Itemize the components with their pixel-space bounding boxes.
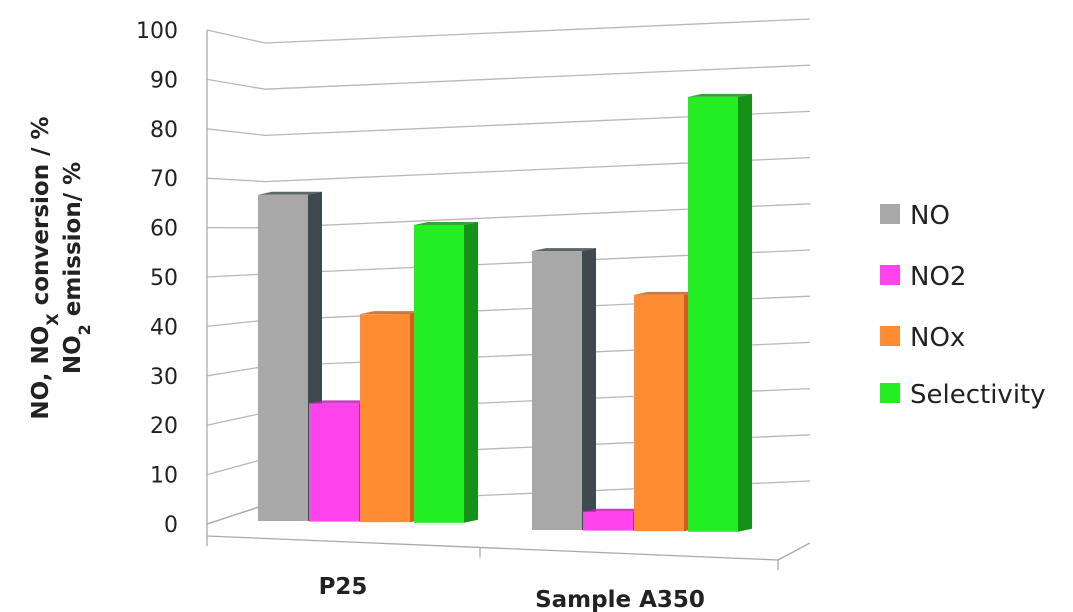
- y-tick-label: 50: [150, 266, 178, 291]
- legend-swatch: [880, 326, 900, 346]
- bar-top: [360, 311, 424, 315]
- category-label: Sample A350: [535, 587, 705, 612]
- y-tick-labels: 0 10 20 30 40 50 60 70 80 90 100: [136, 19, 178, 538]
- legend-label: NO2: [910, 262, 966, 292]
- bar-selectivity: [688, 96, 738, 532]
- legend-label: NO: [910, 201, 950, 231]
- bar-top: [634, 291, 698, 295]
- bar-top: [258, 191, 322, 195]
- bar-no2: [583, 511, 633, 531]
- y-axis-label: NO, NOX conversion / %NO2 emission/ %: [28, 116, 94, 419]
- y-tick-label: 100: [136, 19, 178, 44]
- legend-label: Selectivity: [910, 380, 1046, 410]
- y-tick-label: 30: [150, 365, 178, 390]
- bar-top: [309, 400, 373, 404]
- y-tick-label: 80: [150, 118, 178, 143]
- y-tick-label: 90: [150, 68, 178, 93]
- legend-swatch: [880, 265, 900, 285]
- y-tick-label: 0: [164, 513, 178, 538]
- floor-edge-left: [206, 504, 266, 536]
- gridline: [206, 64, 811, 90]
- bar-no: [258, 194, 308, 521]
- gridline: [206, 110, 811, 137]
- legend-label: NOx: [910, 323, 965, 353]
- bar-nox: [360, 314, 410, 523]
- bar-top: [532, 248, 596, 252]
- bar-no: [532, 251, 582, 530]
- x-axis-line: [206, 535, 779, 561]
- legend: NO NO2 NOx Selectivity: [880, 201, 1046, 410]
- y-axis-label-line: NO, NOX conversion / %: [28, 116, 62, 419]
- legend-swatch: [880, 204, 900, 224]
- y-axis-label-line: NO2 emission/ %: [60, 162, 94, 374]
- bar-top: [414, 221, 478, 225]
- bar-side: [464, 221, 478, 523]
- y-tick-label: 40: [150, 315, 178, 340]
- gridline: [206, 18, 811, 44]
- y-tick-label: 10: [150, 464, 178, 489]
- bar-no2: [309, 403, 359, 522]
- bar-side: [738, 93, 752, 532]
- bar-nox: [634, 294, 684, 532]
- bar-top: [583, 508, 647, 512]
- bar-top: [688, 93, 752, 97]
- bar-selectivity: [414, 224, 464, 523]
- y-tick-label: 70: [150, 167, 178, 192]
- category-labels: P25 Sample A350: [319, 574, 705, 612]
- y-tick-label: 60: [150, 217, 178, 242]
- gridline: [206, 156, 811, 183]
- category-label: P25: [319, 574, 368, 600]
- floor-edge-right: [777, 542, 811, 561]
- bar-side: [582, 248, 596, 530]
- y-tick-label: 20: [150, 414, 178, 439]
- bars: [258, 93, 752, 532]
- legend-swatch: [880, 383, 900, 403]
- axis-lines: [206, 30, 811, 570]
